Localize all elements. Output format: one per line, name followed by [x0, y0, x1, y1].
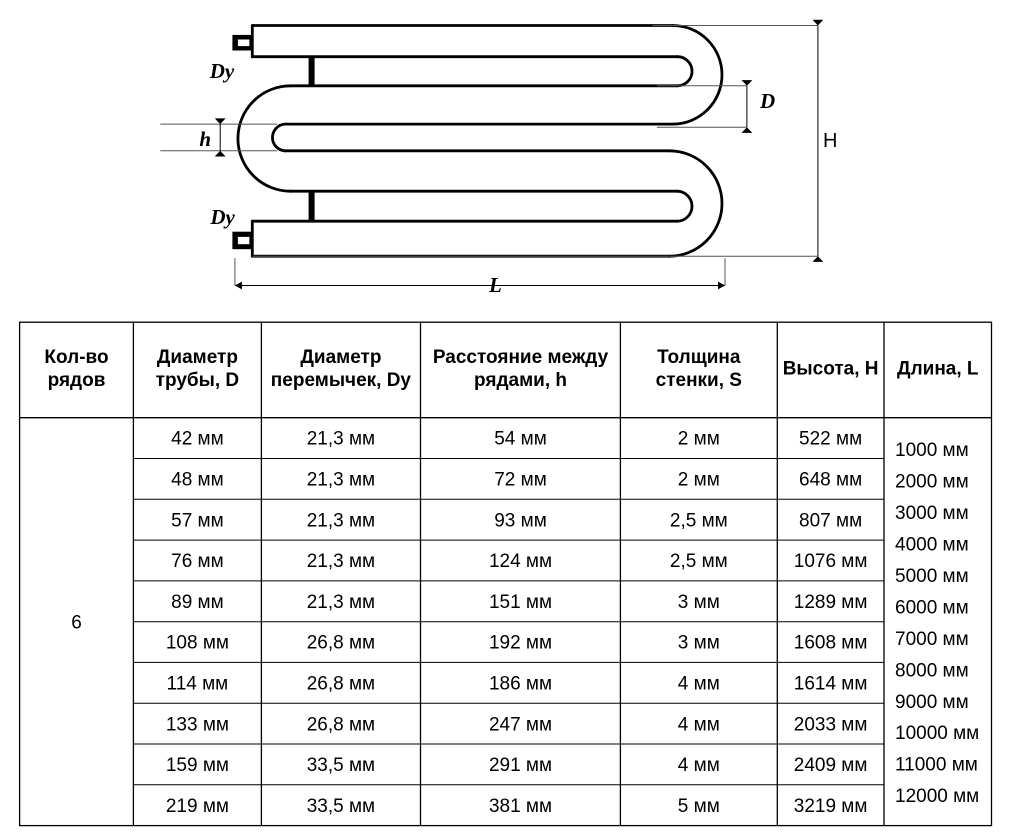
svg-text:Dy: Dy: [209, 59, 235, 83]
svg-text:2 мм: 2 мм: [678, 429, 720, 450]
svg-text:2,5 мм: 2,5 мм: [670, 551, 728, 572]
svg-text:186 мм: 186 мм: [489, 674, 552, 695]
svg-text:21,3 мм: 21,3 мм: [307, 551, 375, 572]
svg-text:76 мм: 76 мм: [171, 551, 224, 572]
svg-text:D: D: [759, 89, 775, 113]
svg-text:стенки, S: стенки, S: [656, 370, 742, 391]
svg-text:89 мм: 89 мм: [171, 592, 224, 613]
svg-text:291 мм: 291 мм: [489, 755, 552, 776]
svg-text:1614 мм: 1614 мм: [794, 674, 868, 695]
svg-text:h: h: [199, 127, 211, 151]
svg-text:108 мм: 108 мм: [166, 633, 229, 654]
svg-text:7000 мм: 7000 мм: [895, 629, 969, 650]
svg-text:33,5 мм: 33,5 мм: [307, 755, 375, 776]
svg-text:5000 мм: 5000 мм: [895, 566, 969, 587]
svg-text:3000 мм: 3000 мм: [895, 503, 969, 524]
svg-text:Диаметр: Диаметр: [300, 347, 381, 368]
svg-text:21,3 мм: 21,3 мм: [307, 429, 375, 450]
svg-text:159 мм: 159 мм: [166, 755, 229, 776]
svg-text:Dy: Dy: [209, 205, 235, 229]
svg-text:247 мм: 247 мм: [489, 714, 552, 735]
svg-text:рядов: рядов: [48, 370, 106, 391]
svg-text:48 мм: 48 мм: [171, 470, 224, 491]
svg-text:133 мм: 133 мм: [166, 714, 229, 735]
svg-text:12000 мм: 12000 мм: [895, 786, 979, 807]
svg-text:Длина, L: Длина, L: [897, 359, 979, 380]
svg-text:1076 мм: 1076 мм: [794, 551, 868, 572]
svg-text:6000 мм: 6000 мм: [895, 597, 969, 618]
svg-text:93 мм: 93 мм: [494, 510, 547, 531]
svg-text:2,5 мм: 2,5 мм: [670, 510, 728, 531]
svg-text:3 мм: 3 мм: [678, 592, 720, 613]
svg-text:6: 6: [71, 612, 82, 633]
svg-text:5 мм: 5 мм: [678, 796, 720, 817]
svg-text:219 мм: 219 мм: [166, 796, 229, 817]
svg-text:9000 мм: 9000 мм: [895, 692, 969, 713]
svg-text:1000 мм: 1000 мм: [895, 440, 969, 461]
svg-text:21,3 мм: 21,3 мм: [307, 592, 375, 613]
svg-text:1608 мм: 1608 мм: [794, 633, 868, 654]
svg-text:42 мм: 42 мм: [171, 429, 224, 450]
svg-text:807 мм: 807 мм: [799, 510, 862, 531]
svg-text:11000 мм: 11000 мм: [895, 755, 978, 776]
svg-text:26,8 мм: 26,8 мм: [307, 674, 375, 695]
svg-text:57 мм: 57 мм: [171, 510, 224, 531]
svg-text:2 мм: 2 мм: [678, 470, 720, 491]
svg-text:трубы, D: трубы, D: [156, 370, 239, 391]
svg-text:54 мм: 54 мм: [494, 429, 547, 450]
svg-text:3219 мм: 3219 мм: [794, 796, 868, 817]
svg-text:381 мм: 381 мм: [489, 796, 552, 817]
svg-text:21,3 мм: 21,3 мм: [307, 510, 375, 531]
svg-text:1289 мм: 1289 мм: [794, 592, 868, 613]
svg-text:Толщина: Толщина: [657, 347, 741, 368]
svg-text:перемычек, Dy: перемычек, Dy: [271, 370, 412, 391]
svg-text:33,5 мм: 33,5 мм: [307, 796, 375, 817]
svg-text:4000 мм: 4000 мм: [895, 534, 969, 555]
svg-text:26,8 мм: 26,8 мм: [307, 633, 375, 654]
svg-text:124 мм: 124 мм: [489, 551, 552, 572]
svg-text:Диаметр: Диаметр: [157, 347, 238, 368]
svg-text:L: L: [488, 273, 502, 297]
svg-text:72 мм: 72 мм: [494, 470, 547, 491]
svg-text:26,8 мм: 26,8 мм: [307, 714, 375, 735]
svg-text:10000 мм: 10000 мм: [895, 723, 979, 744]
svg-text:4 мм: 4 мм: [678, 755, 720, 776]
svg-text:4 мм: 4 мм: [678, 674, 720, 695]
svg-text:2409 мм: 2409 мм: [794, 755, 868, 776]
svg-text:H: H: [823, 130, 837, 152]
svg-text:Расстояние между: Расстояние между: [433, 347, 609, 368]
svg-text:Кол-во: Кол-во: [44, 347, 108, 368]
svg-text:рядами, h: рядами, h: [474, 370, 567, 391]
svg-text:Высота, H: Высота, H: [783, 359, 879, 380]
svg-text:8000 мм: 8000 мм: [895, 660, 969, 681]
svg-text:3 мм: 3 мм: [678, 633, 720, 654]
svg-text:4 мм: 4 мм: [678, 714, 720, 735]
svg-text:2000 мм: 2000 мм: [895, 471, 969, 492]
svg-text:192 мм: 192 мм: [489, 633, 552, 654]
svg-text:151 мм: 151 мм: [489, 592, 552, 613]
svg-text:114 мм: 114 мм: [167, 674, 229, 695]
svg-text:21,3 мм: 21,3 мм: [307, 470, 375, 491]
svg-text:2033 мм: 2033 мм: [794, 714, 868, 735]
svg-text:522 мм: 522 мм: [799, 429, 862, 450]
svg-text:648 мм: 648 мм: [799, 470, 862, 491]
